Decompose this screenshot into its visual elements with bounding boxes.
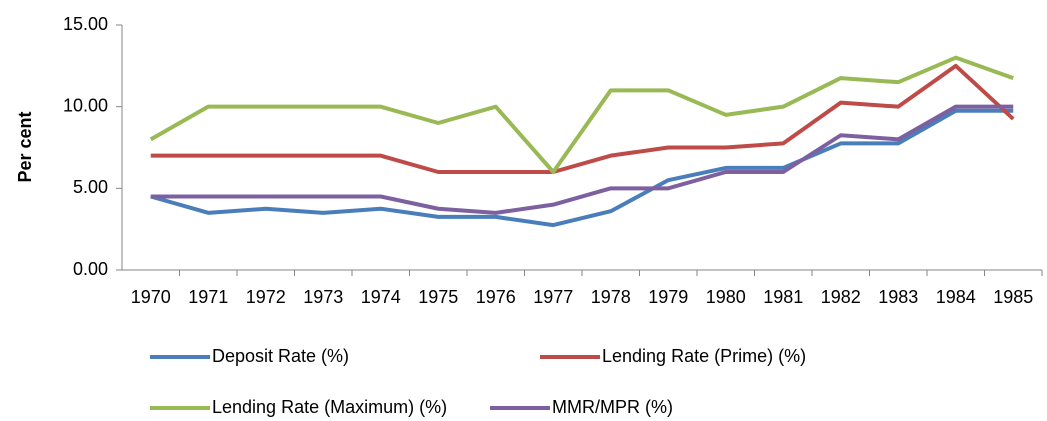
- y-tick-label: 10.00: [63, 95, 108, 115]
- legend-label: Lending Rate (Maximum) (%): [212, 397, 447, 417]
- x-tick-label: 1978: [591, 287, 631, 307]
- y-axis-title: Per cent: [15, 111, 35, 182]
- x-tick-label: 1970: [131, 287, 171, 307]
- x-tick-label: 1984: [936, 287, 976, 307]
- x-tick-label: 1973: [303, 287, 343, 307]
- x-tick-label: 1985: [993, 287, 1033, 307]
- legend-label: Lending Rate (Prime) (%): [602, 346, 806, 366]
- x-tick-label: 1979: [648, 287, 688, 307]
- x-tick-label: 1975: [418, 287, 458, 307]
- x-tick-label: 1982: [821, 287, 861, 307]
- x-tick-label: 1972: [246, 287, 286, 307]
- x-tick-label: 1971: [188, 287, 228, 307]
- y-tick-label: 5.00: [73, 177, 108, 197]
- x-tick-label: 1977: [533, 287, 573, 307]
- legend-label: MMR/MPR (%): [552, 397, 673, 417]
- legend-label: Deposit Rate (%): [212, 346, 349, 366]
- series-line: [150, 104, 1014, 215]
- series-line: [150, 108, 1014, 228]
- x-tick-label: 1980: [706, 287, 746, 307]
- x-tick-label: 1983: [878, 287, 918, 307]
- y-tick-label: 0.00: [73, 259, 108, 279]
- x-tick-label: 1981: [763, 287, 803, 307]
- x-tick-label: 1974: [361, 287, 401, 307]
- y-tick-label: 15.00: [63, 14, 108, 34]
- series-line: [149, 55, 1014, 174]
- x-tick-label: 1976: [476, 287, 516, 307]
- series-line: [150, 63, 1015, 174]
